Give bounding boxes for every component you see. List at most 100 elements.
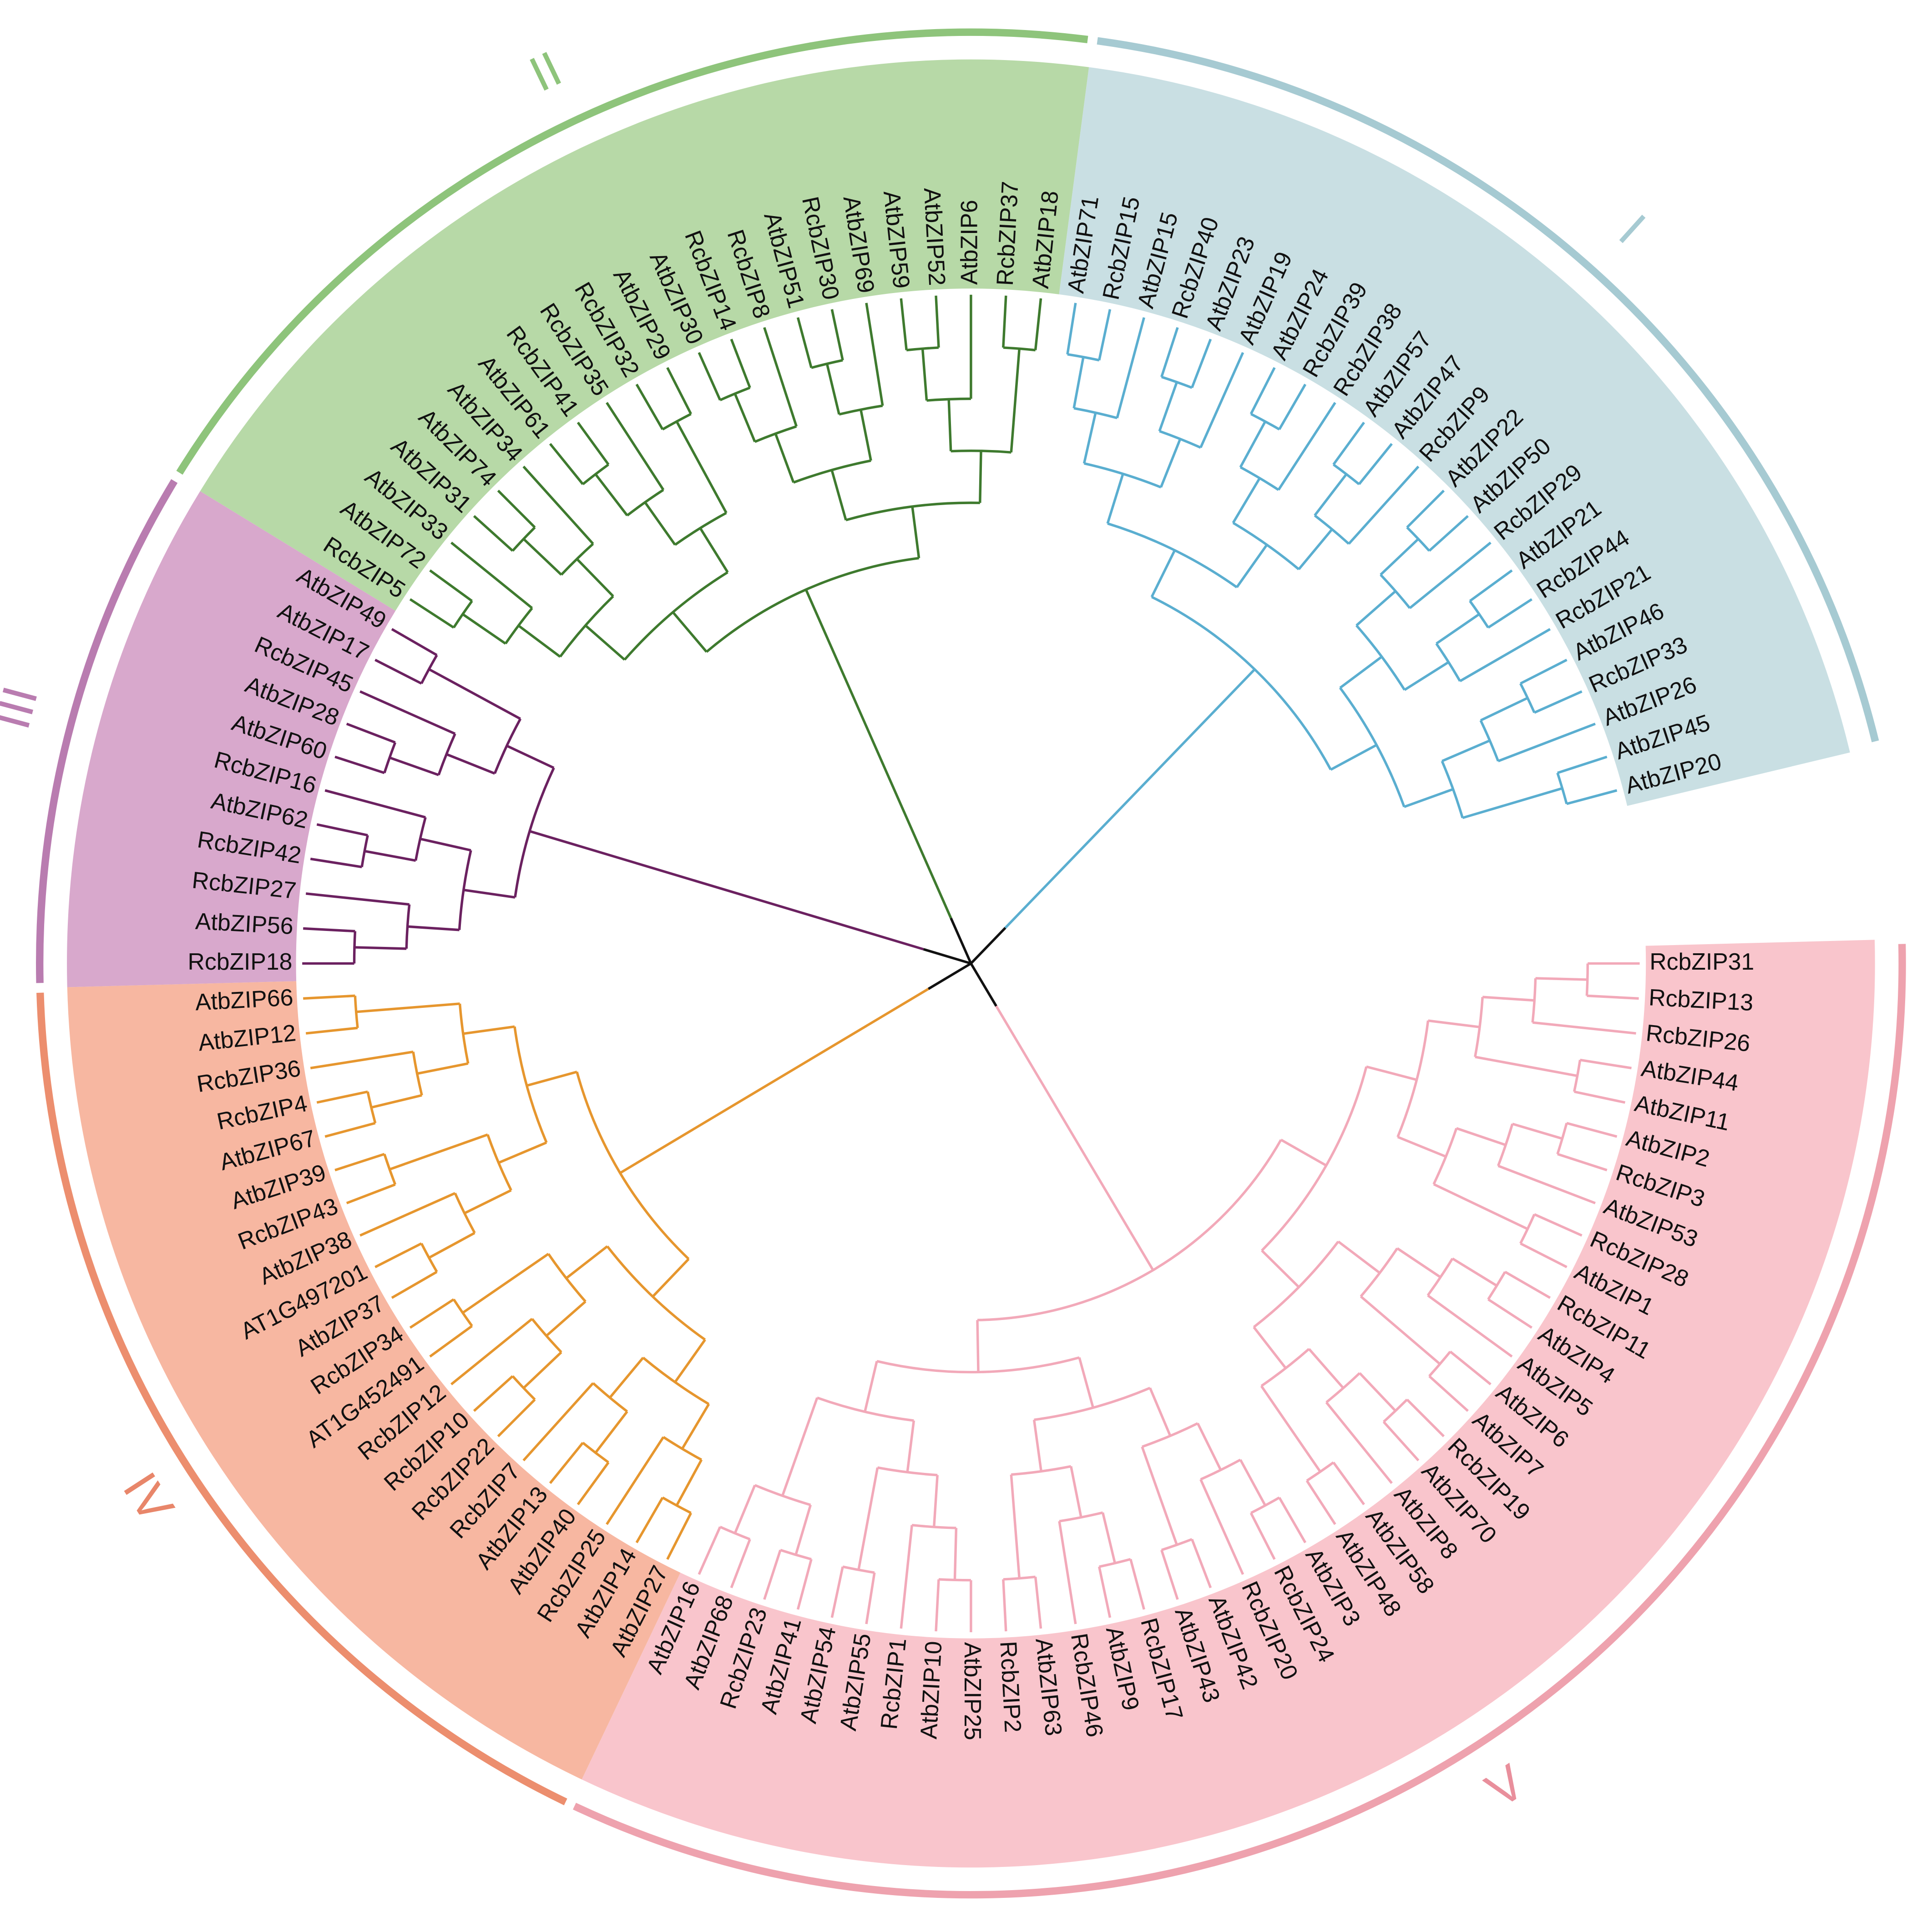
group-sector — [200, 59, 1089, 611]
branch — [1161, 1538, 1193, 1552]
branch — [1332, 1462, 1365, 1506]
branch — [316, 823, 368, 837]
branch — [316, 1090, 368, 1104]
branch — [324, 789, 426, 819]
branch — [1587, 994, 1639, 1000]
branch — [935, 1579, 940, 1632]
branch — [1059, 1511, 1103, 1522]
branch — [906, 346, 939, 352]
branch — [1469, 569, 1513, 602]
branch — [409, 598, 455, 629]
branch — [1004, 668, 1256, 929]
branch — [763, 327, 798, 427]
branch — [606, 1245, 706, 1341]
branch — [1456, 1127, 1506, 1146]
branch — [1533, 1213, 1583, 1237]
branch — [1409, 541, 1492, 609]
branch — [1404, 788, 1454, 808]
branch — [933, 1475, 939, 1527]
branch — [1116, 317, 1145, 419]
branch — [1066, 303, 1077, 355]
branch — [1261, 1249, 1300, 1288]
branch — [1034, 1577, 1042, 1629]
branch — [1278, 1497, 1307, 1543]
branch — [1199, 1479, 1244, 1575]
leaf-label: AtbZIP66 — [194, 984, 293, 1015]
branch — [462, 613, 506, 645]
branch — [334, 755, 385, 774]
branch — [526, 1070, 577, 1087]
branch — [1101, 1512, 1116, 1564]
branch — [842, 1565, 875, 1574]
branch — [389, 1133, 488, 1171]
branch — [698, 1526, 722, 1575]
branch — [1428, 515, 1469, 552]
branch — [1159, 438, 1182, 488]
branch — [1487, 1271, 1507, 1300]
branch — [359, 690, 456, 735]
branch — [911, 506, 920, 558]
branch — [303, 994, 355, 1000]
branch — [1339, 656, 1383, 689]
branch — [1487, 598, 1532, 629]
leaf-label: AtbZIP25 — [960, 1642, 986, 1740]
branch — [1160, 327, 1179, 378]
branch — [511, 1375, 536, 1401]
branch — [733, 1485, 756, 1534]
branch — [1396, 1020, 1430, 1138]
branch — [1504, 1270, 1551, 1299]
branch — [1070, 1466, 1082, 1518]
branch — [1566, 1122, 1618, 1138]
branch — [506, 744, 555, 769]
branch — [446, 753, 496, 775]
branch — [305, 1027, 358, 1035]
branch — [1249, 367, 1276, 415]
branch — [860, 409, 872, 461]
branch — [900, 1525, 913, 1629]
branch — [1580, 1058, 1632, 1070]
branch — [1573, 1060, 1582, 1092]
branch — [391, 1270, 438, 1299]
branch — [830, 309, 844, 361]
group-ring — [36, 992, 567, 1806]
branch — [1129, 1558, 1145, 1610]
branch — [522, 465, 594, 545]
branch — [354, 996, 359, 1028]
branch — [560, 543, 594, 576]
branch — [733, 393, 756, 442]
branch — [1406, 526, 1431, 552]
branch — [1497, 723, 1596, 763]
branch — [1482, 996, 1535, 1002]
group-numeral: I — [1608, 204, 1656, 254]
branch — [609, 1357, 644, 1399]
leaf-label: AtbZIP52 — [919, 187, 951, 286]
group-numeral: III — [0, 681, 49, 735]
branch — [582, 463, 609, 486]
root-branch — [923, 948, 971, 965]
branch — [1196, 1422, 1222, 1471]
group-sector — [67, 981, 681, 1780]
leaf-label: AtbZIP10 — [915, 1640, 946, 1740]
branch — [1382, 1421, 1420, 1462]
branch — [921, 349, 928, 401]
branch — [1325, 1372, 1361, 1404]
branch — [1280, 1138, 1327, 1167]
branch — [429, 1325, 473, 1358]
branch — [391, 628, 438, 657]
branch — [1380, 538, 1419, 576]
branch — [412, 1052, 423, 1096]
branch — [1034, 298, 1042, 350]
branch — [865, 1572, 876, 1624]
branch — [1106, 473, 1124, 524]
branch — [1348, 465, 1420, 545]
branch — [666, 1512, 692, 1560]
branch — [429, 569, 473, 602]
group-numeral: V — [1476, 1754, 1534, 1818]
branch — [1380, 574, 1411, 609]
branch — [719, 1526, 751, 1541]
branch — [504, 607, 533, 645]
group-ring — [176, 28, 1088, 475]
branch — [1435, 642, 1462, 682]
branch — [675, 1459, 703, 1506]
branch — [1396, 1247, 1441, 1279]
